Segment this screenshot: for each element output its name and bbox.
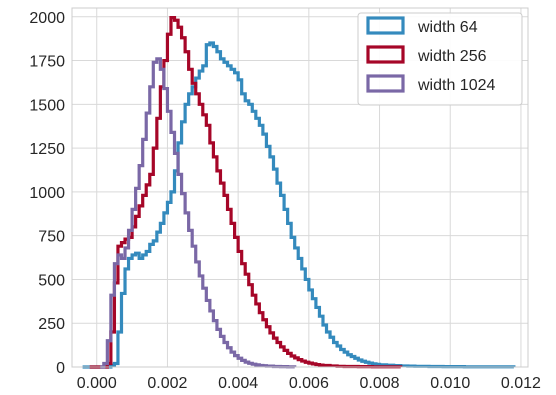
- y-tick-label: 1500: [29, 97, 65, 114]
- y-tick-label: 0: [56, 360, 65, 377]
- plot-frame: [71, 7, 529, 368]
- y-tick-label: 500: [38, 272, 65, 289]
- x-tick-label: 0.006: [289, 375, 329, 392]
- series-2-step-line: [89, 16, 403, 369]
- series-3-step-line: [100, 57, 297, 369]
- y-tick-label: 2000: [29, 10, 65, 27]
- legend: width 64 width 256 width 1024: [357, 12, 523, 106]
- legend-frame: [357, 12, 523, 106]
- y-axis-ticks: 0 250 500 750 1000 1250 1500 1750 2000: [29, 10, 65, 377]
- legend-swatch: [366, 74, 405, 93]
- y-tick-label: 1750: [29, 54, 65, 71]
- series-layer: [82, 16, 516, 369]
- y-tick-label: 750: [38, 229, 65, 246]
- x-axis-ticks: 0.000 0.002 0.004 0.006 0.008 0.010 0.012: [77, 375, 541, 392]
- y-tick-label: 250: [38, 316, 65, 333]
- x-tick-label: 0.002: [147, 375, 187, 392]
- series-1-step-line: [82, 41, 516, 369]
- legend-label: width 1024: [417, 77, 495, 94]
- axes: [71, 7, 529, 368]
- x-tick-label: 0.008: [360, 375, 400, 392]
- legend-swatch: [366, 16, 405, 35]
- x-tick-label: 0.004: [218, 375, 258, 392]
- legend-label: width 256: [417, 48, 487, 65]
- x-tick-label: 0.012: [501, 375, 541, 392]
- x-tick-label: 0.010: [430, 375, 470, 392]
- legend-swatch: [366, 45, 405, 64]
- x-tick-label: 0.000: [77, 375, 117, 392]
- legend-label: width 64: [417, 19, 478, 36]
- y-tick-label: 1000: [29, 185, 65, 202]
- y-tick-label: 1250: [29, 141, 65, 158]
